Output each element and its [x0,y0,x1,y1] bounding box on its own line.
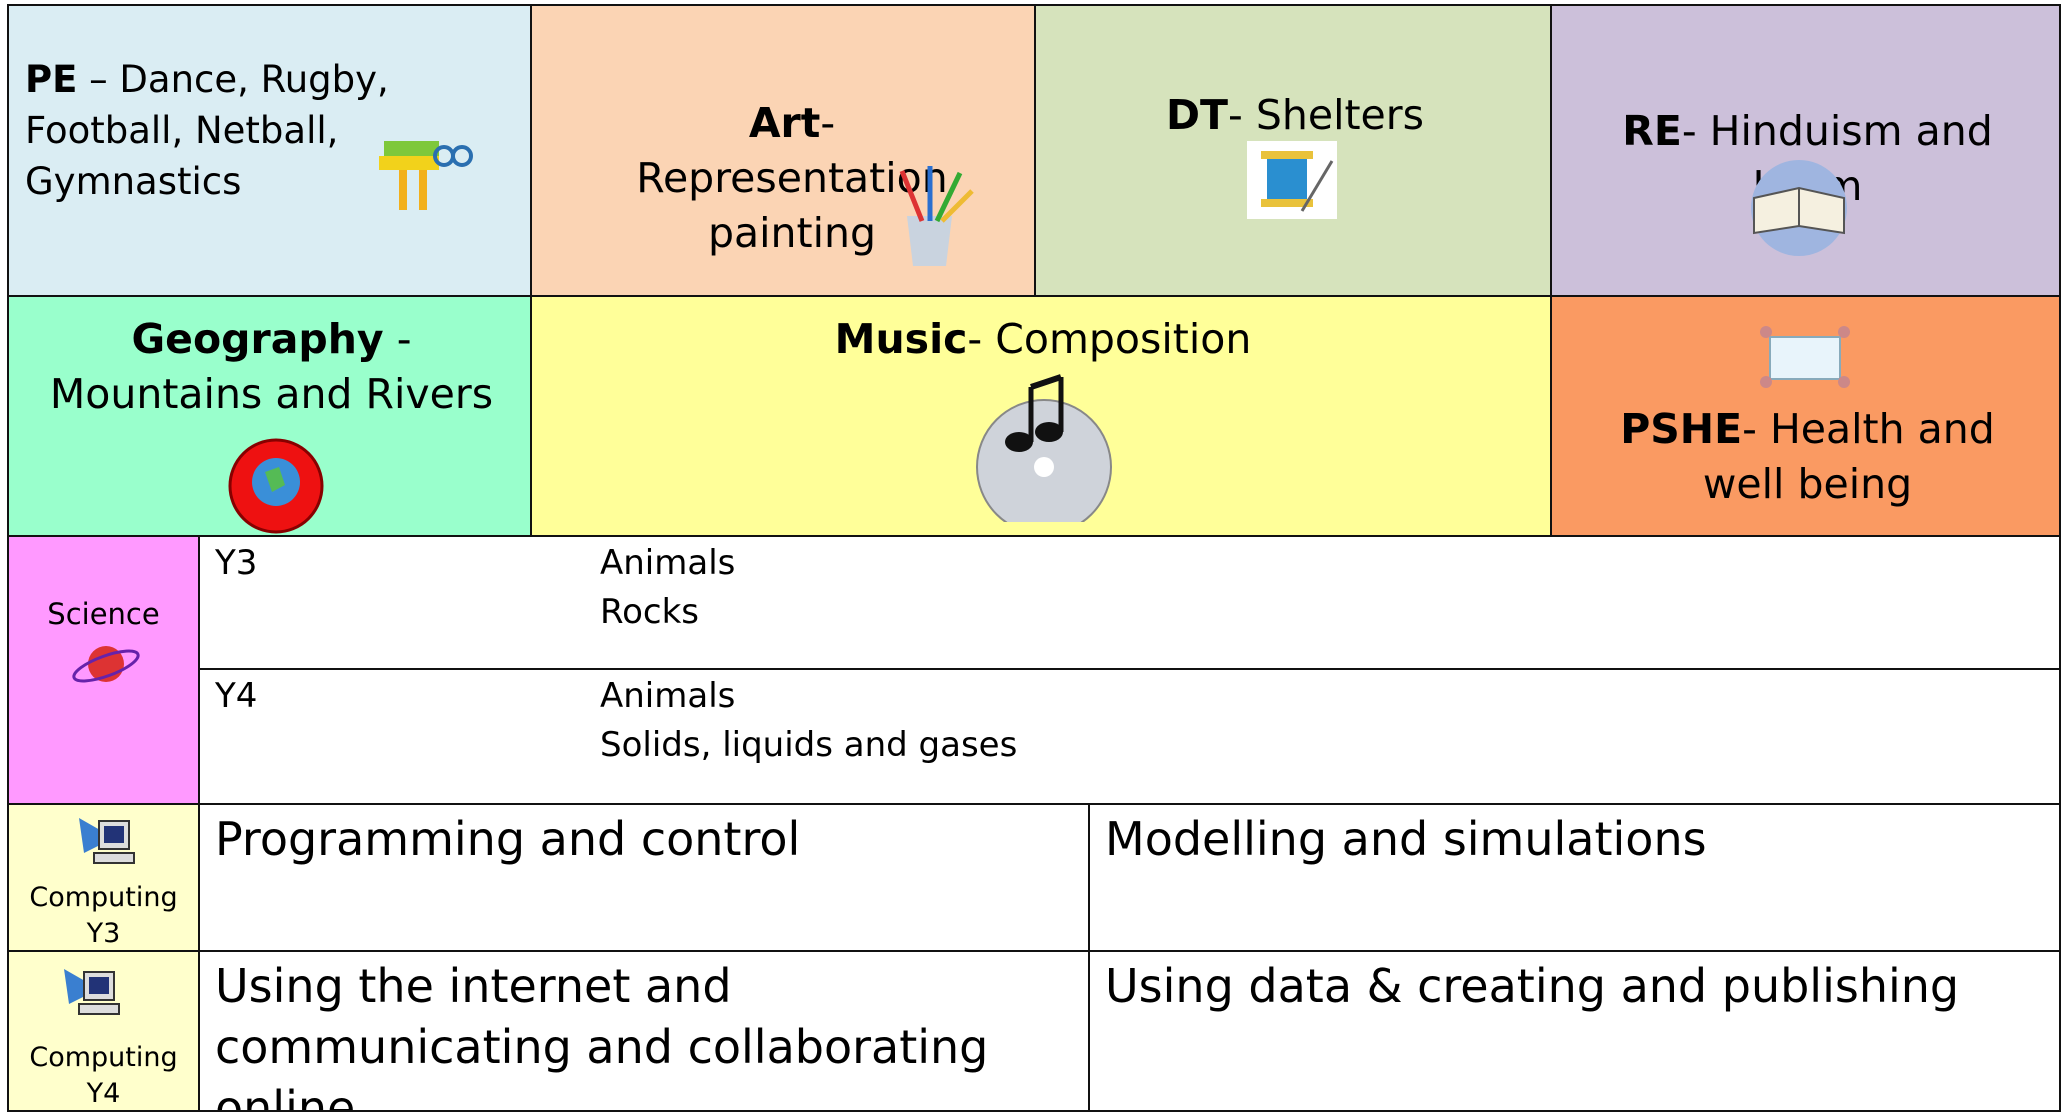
geography-cell: Geography - Mountains and Rivers [7,295,532,537]
topic: Using the internet and communicating and… [215,959,989,1112]
subject-name: DT [1166,91,1229,139]
book-icon [1751,160,1847,256]
geography-text: Geography - Mountains and Rivers [9,312,530,422]
subject-name: Music [834,315,968,363]
computing-cell: Modelling and simulations [1088,803,2061,952]
topic: Using data & creating and publishing [1105,959,1960,1013]
topic: Programming and control [215,812,801,866]
subject-name: PE [25,58,78,101]
dt-cell: DT- Shelters [1034,4,1552,297]
topic: Modelling and simulations [1105,812,1707,866]
topic: Rocks [600,592,699,632]
science-label-cell: Science [7,535,200,805]
pshe-text: PSHE- Health and well being [1572,402,2043,512]
year-label: Y3 [215,543,258,583]
dt-text: DT- Shelters [1036,88,1550,143]
computing-label: Computing Y3 [9,880,198,950]
pe-cell: PE – Dance, Rugby, Football, Netball, Gy… [7,4,532,297]
label: Computing [29,882,178,913]
gym-icon [379,141,473,210]
subject-name: RE [1622,107,1682,155]
science-row: Y4 Animals Solids, liquids and gases [198,668,2061,805]
music-text: Music- Composition [532,312,1550,367]
pe-text: PE – Dance, Rugby, Football, Netball, Gy… [25,54,405,207]
thread-icon [1247,141,1337,219]
subject-name: Art [748,99,821,147]
art-text: Art- Representation painting [582,96,1002,261]
music-cell: Music- Composition [530,295,1552,537]
subject-detail: - Composition [967,315,1252,363]
computing-cell: Using data & creating and publishing [1088,950,2061,1112]
globe-icon [228,438,324,534]
label: Computing [29,1042,178,1073]
science-label: Science [47,597,160,631]
art-cell: Art- Representation painting [530,4,1036,297]
computing-cell: Programming and control [198,803,1090,952]
computing-cell: Using the internet and communicating and… [198,950,1090,1112]
music-icon [976,374,1112,522]
year-label: Y4 [86,1078,121,1109]
pshe-cell: PSHE- Health and well being [1550,295,2061,537]
topic: Animals [600,676,736,716]
computing-label: Computing Y4 [9,1040,198,1110]
subject-name: PSHE [1620,405,1743,453]
topic: Solids, liquids and gases [600,725,1018,765]
banner-icon [1760,326,1850,388]
year-label: Y3 [86,918,121,949]
computer-icon [79,818,135,864]
subject-detail: - Shelters [1228,91,1424,139]
subject-name: Geography [131,315,384,363]
re-cell: RE- Hinduism and Islam [1550,4,2061,297]
computing-label-cell: Computing Y4 [7,950,200,1112]
computing-label-cell: Computing Y3 [7,803,200,952]
year-label: Y4 [215,676,258,716]
subject-detail: – Dance, Rugby, Football, Netball, Gymna… [25,58,389,203]
subject-detail: - Representation painting [636,99,948,257]
science-row: Y3 Animals Rocks [198,535,2061,670]
planet-icon [72,646,140,683]
topic: Animals [600,543,736,583]
computer-icon [64,969,120,1015]
pencils-icon [899,166,974,266]
subject-detail: - Mountains and Rivers [49,315,494,418]
subject-detail: - Health and well being [1702,405,1995,508]
